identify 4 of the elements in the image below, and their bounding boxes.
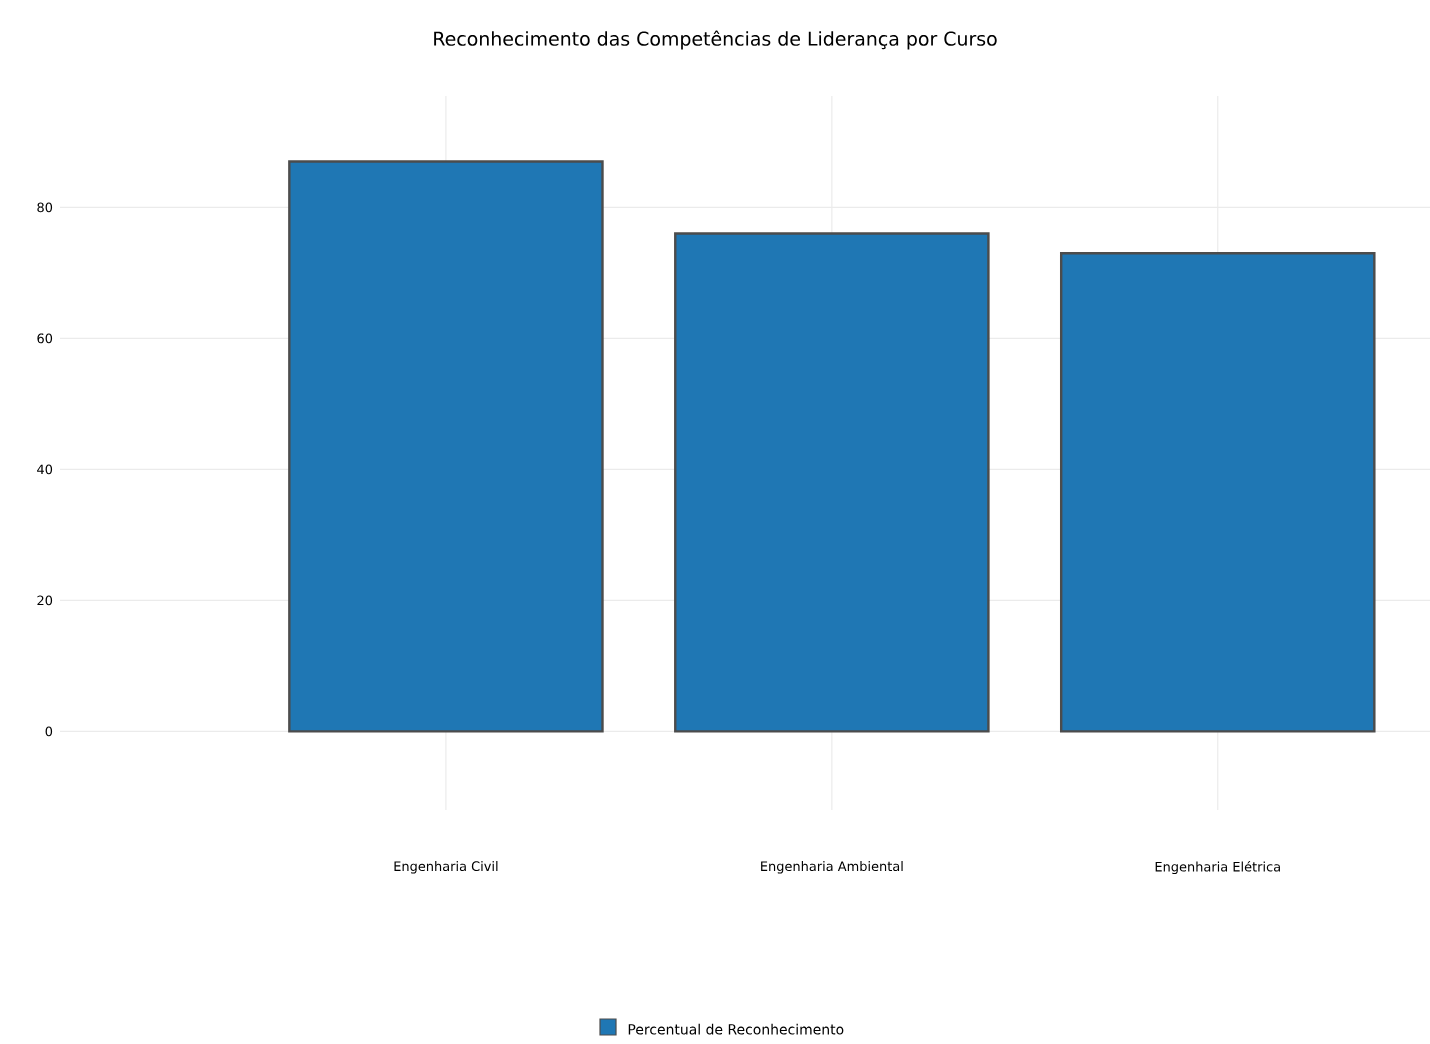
chart-title: Reconhecimento das Competências de Liderança por Curso xyxy=(434,30,997,50)
bar xyxy=(288,160,604,733)
bar xyxy=(674,232,990,733)
bar xyxy=(1059,252,1376,733)
